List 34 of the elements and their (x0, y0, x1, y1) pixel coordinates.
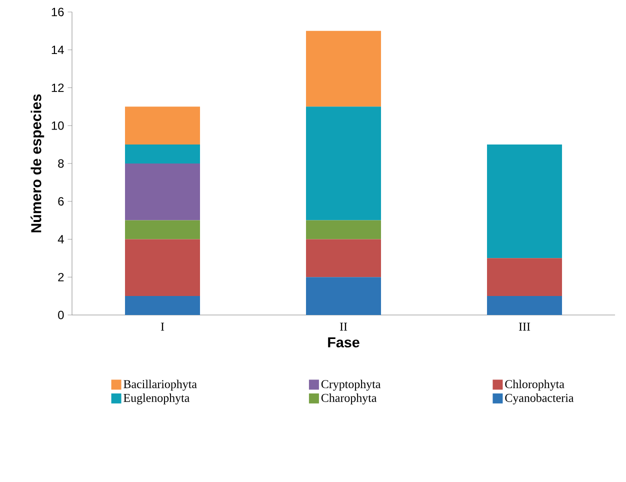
bar (125, 106, 200, 145)
bar (306, 220, 382, 240)
x-tick-label: III (518, 322, 530, 331)
x-tick-label: I (160, 322, 164, 331)
bar (487, 258, 562, 296)
bar (125, 144, 200, 164)
legend-label: Charophyta (321, 394, 377, 404)
y-axis-title: Número de especies (30, 94, 44, 232)
bar (125, 239, 200, 296)
x-axis-title: Fase (328, 337, 360, 348)
x-tick-label: II (340, 322, 348, 331)
y-tick-label: 4 (58, 235, 64, 244)
bar (306, 277, 382, 315)
bar (125, 220, 200, 240)
legend-label: Chlorophyta (505, 380, 564, 391)
y-tick-label: 12 (52, 84, 64, 92)
legend-label: Cyanobacteria (505, 394, 574, 404)
y-tick-label: 0 (58, 310, 64, 320)
bar (487, 296, 562, 315)
y-tick-label: 2 (58, 272, 64, 282)
legend-label: Bacillariophyta (124, 380, 197, 391)
bar (487, 144, 562, 258)
legend-label: Cryptophyta (321, 380, 381, 391)
bar (306, 30, 382, 107)
bar (306, 106, 382, 220)
legend-label: Euglenophyta (124, 394, 190, 404)
y-tick-label: 8 (58, 159, 64, 168)
bar (306, 239, 382, 278)
y-tick-label: 16 (52, 8, 64, 16)
y-tick-label: 10 (52, 121, 64, 130)
bar (125, 296, 200, 315)
y-tick-label: 14 (52, 46, 64, 54)
bar (125, 163, 200, 220)
y-tick-label: 6 (58, 197, 64, 206)
